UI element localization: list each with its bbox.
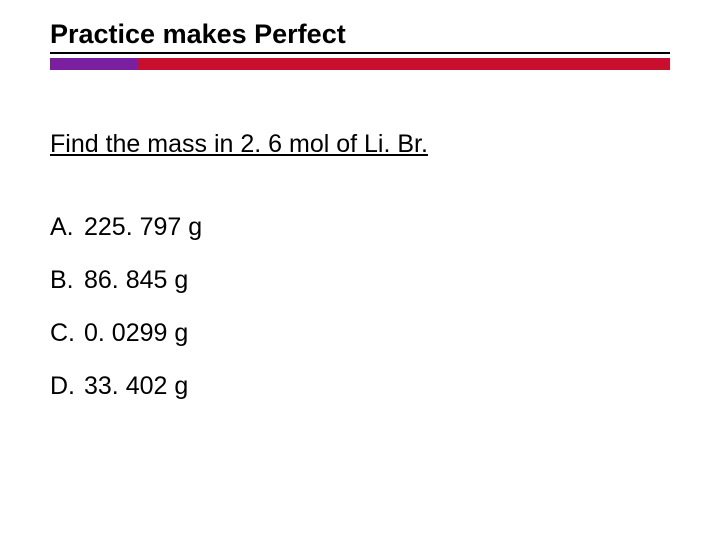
option-text: 0. 0299 g xyxy=(84,319,188,348)
option-a: A. 225. 797 g xyxy=(50,213,670,242)
option-d: D. 33. 402 g xyxy=(50,372,670,401)
question-text: Find the mass in 2. 6 mol of Li. Br. xyxy=(50,128,670,161)
option-text: 225. 797 g xyxy=(84,213,202,242)
accent-bar xyxy=(50,58,670,70)
option-label: A. xyxy=(50,213,84,242)
slide: Practice makes Perfect Find the mass in … xyxy=(0,0,720,540)
slide-title: Practice makes Perfect xyxy=(50,18,670,54)
accent-bar-right xyxy=(137,58,670,70)
option-c: C. 0. 0299 g xyxy=(50,319,670,348)
option-b: B. 86. 845 g xyxy=(50,266,670,295)
option-text: 33. 402 g xyxy=(84,372,188,401)
option-label: D. xyxy=(50,372,84,401)
answer-options: A. 225. 797 g B. 86. 845 g C. 0. 0299 g … xyxy=(50,213,670,401)
option-label: B. xyxy=(50,266,84,295)
option-text: 86. 845 g xyxy=(84,266,188,295)
accent-bar-left xyxy=(50,58,137,70)
title-block: Practice makes Perfect xyxy=(50,18,670,70)
option-label: C. xyxy=(50,319,84,348)
